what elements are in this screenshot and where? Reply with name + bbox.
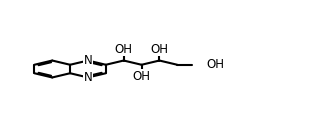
Text: N: N — [84, 71, 92, 84]
Text: N: N — [84, 54, 92, 67]
Text: OH: OH — [206, 58, 224, 71]
Text: OH: OH — [150, 43, 168, 56]
Text: OH: OH — [133, 70, 151, 83]
Text: OH: OH — [115, 43, 133, 56]
